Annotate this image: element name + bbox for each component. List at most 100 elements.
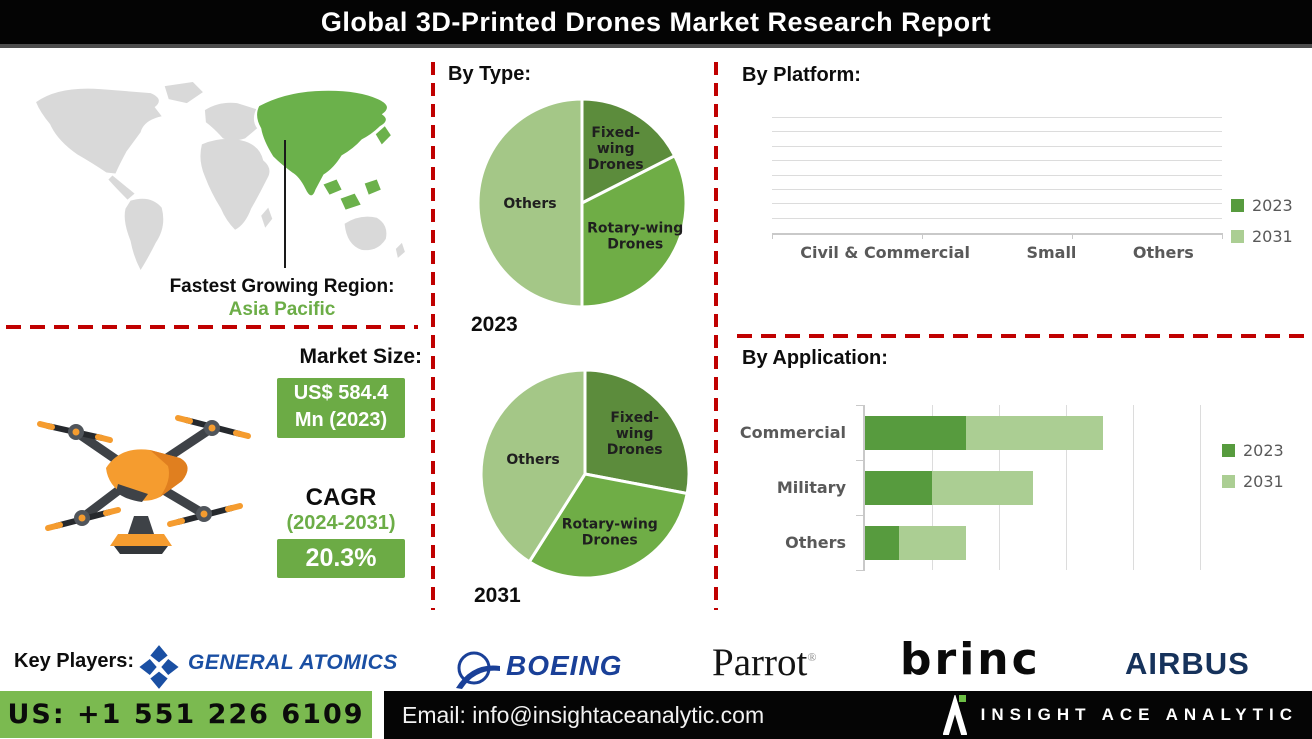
hbar-row-others xyxy=(865,525,1200,560)
boeing-swoosh-icon xyxy=(456,651,500,689)
bar-segment-military-2023 xyxy=(865,470,932,505)
market-size-line1: US$ 584.4 xyxy=(293,382,389,404)
axis-tick xyxy=(856,515,865,516)
legend-swatch-2031 xyxy=(1222,475,1235,488)
platform-bar-chart xyxy=(772,117,1223,239)
legend-label-2031: 2031 xyxy=(1243,472,1284,491)
gridline-h xyxy=(772,145,1222,147)
bar-segment-commercial-2023 xyxy=(865,415,966,450)
pie-slice-fixed-wing-drones xyxy=(583,368,691,495)
pie-caption-2023: 2023 xyxy=(471,313,518,336)
application-category-labels: Commercial Military Others xyxy=(736,405,855,570)
legend-entry-2031: 2031 xyxy=(1222,472,1284,491)
email-text: Email: info@insightaceanalytic.com xyxy=(402,701,765,728)
parrot-logo: Parrot® xyxy=(712,641,817,684)
legend-entry-2023: 2023 xyxy=(1231,196,1293,215)
general-atomics-icon xyxy=(139,645,179,689)
brand-block: INSIGHT ACE ANALYTIC xyxy=(942,695,1312,735)
section-heading-by-platform: By Platform: xyxy=(742,64,861,86)
market-size-value-box: US$ 584.4 Mn (2023) xyxy=(277,378,405,438)
cagr-label: CAGR xyxy=(305,484,377,511)
pie-slice-label-fixed-wing-drones: Fixed-wing Drones xyxy=(588,125,644,173)
cagr-value-box: 20.3% xyxy=(277,539,405,578)
brand-name: INSIGHT ACE ANALYTIC xyxy=(980,705,1298,724)
continent-asia-highlighted xyxy=(257,90,387,196)
phone-bar: US: +1 551 226 6109 xyxy=(0,691,372,738)
pie-slice-label-rotary-wing-drones: Rotary-wing Drones xyxy=(562,516,658,548)
bar-segment-military-2031 xyxy=(932,470,1033,505)
hbar-row-military xyxy=(865,470,1200,505)
category-label-small: Small xyxy=(1026,243,1077,262)
region-heading: Fastest Growing Region: xyxy=(169,276,395,297)
fastest-growing-region: Fastest Growing Region: Asia Pacific xyxy=(132,276,432,321)
page-title: Global 3D-Printed Drones Market Research… xyxy=(320,7,992,37)
market-size-line2: Mn (2023) xyxy=(294,409,388,431)
axis-tick xyxy=(1222,233,1223,239)
hbar-row-commercial xyxy=(865,415,1200,450)
pie-slice-others xyxy=(476,97,584,309)
axis-tick xyxy=(856,570,865,571)
island-japan xyxy=(375,126,391,145)
gridline-h xyxy=(772,217,1222,219)
title-bar: Global 3D-Printed Drones Market Research… xyxy=(0,0,1312,48)
section-heading-by-application: By Application: xyxy=(742,347,888,369)
pie-caption-2031: 2031 xyxy=(474,584,521,607)
gridline-h xyxy=(772,117,1222,118)
pie-chart-2023-container: Fixed-wing Drones Rotary-wing Drones Others xyxy=(469,90,695,316)
registered-mark: ® xyxy=(807,650,817,664)
section-heading-by-type: By Type: xyxy=(448,63,531,85)
application-legend: 2023 2031 xyxy=(1222,441,1284,503)
divider-horizontal-right xyxy=(737,334,1307,338)
axis-tick xyxy=(772,233,773,239)
drone-image xyxy=(37,415,251,554)
email-bar: Email: info@insightaceanalytic.com INSIG… xyxy=(384,691,1312,739)
gridline-h xyxy=(772,160,1222,162)
application-bar-chart xyxy=(856,405,1201,571)
continent-south-america xyxy=(124,198,164,270)
pie-chart-2031: Fixed-wing Drones Rotary-wing Drones Others xyxy=(479,368,691,580)
islands-southeast-asia xyxy=(323,179,381,210)
pie-chart-2031-container: Fixed-wing Drones Rotary-wing Drones Others xyxy=(472,361,698,587)
platform-bar-groups xyxy=(772,118,1222,233)
continent-australia xyxy=(344,216,387,251)
axis-tick xyxy=(1072,233,1073,239)
gridline-h xyxy=(772,131,1222,133)
legend-entry-2023: 2023 xyxy=(1222,441,1284,460)
world-map xyxy=(36,82,405,270)
application-bar-rows xyxy=(865,405,1200,570)
gridline-h xyxy=(772,174,1222,176)
gridline-v xyxy=(1133,405,1134,570)
platform-legend: 2023 2031 xyxy=(1231,196,1293,258)
legend-label-2023: 2023 xyxy=(1252,196,1293,215)
continent-north-america xyxy=(36,88,162,174)
brinc-logo: brinc xyxy=(900,634,1041,685)
region-value: Asia Pacific xyxy=(228,299,336,320)
gridline-h xyxy=(772,188,1222,190)
bar-segment-others-2023 xyxy=(865,525,899,560)
category-label-others: Others xyxy=(785,533,846,552)
gridline-v xyxy=(1066,405,1067,570)
cagr-period: (2024-2031) xyxy=(286,512,396,534)
gridline-v xyxy=(1200,405,1201,570)
pie-slice-fixed-wing-drones xyxy=(580,97,677,205)
gridline-h xyxy=(772,203,1222,205)
pie-chart-2023: Fixed-wing Drones Rotary-wing Drones Others xyxy=(476,97,688,309)
continent-greenland xyxy=(164,82,203,104)
airbus-logo: AIRBUS xyxy=(1125,646,1250,681)
axis-tick xyxy=(856,405,865,406)
pie-slice-rotary-wing-drones xyxy=(580,154,688,309)
key-players-label: Key Players: xyxy=(14,650,135,672)
legend-label-2023: 2023 xyxy=(1243,441,1284,460)
island-new-zealand xyxy=(395,242,405,258)
insight-ace-analytic-icon xyxy=(942,695,967,735)
pie-slice-label-others: Others xyxy=(503,196,556,212)
divider-vertical-left xyxy=(431,62,435,610)
platform-category-labels: Civil & Commercial Small Others xyxy=(772,243,1222,262)
category-label-military: Military xyxy=(776,478,846,497)
pie-slice-label-rotary-wing-drones: Rotary-wing Drones xyxy=(587,221,683,253)
legend-swatch-2023 xyxy=(1231,199,1244,212)
legend-swatch-2031 xyxy=(1231,230,1244,243)
legend-label-2031: 2031 xyxy=(1252,227,1293,246)
continent-central-america xyxy=(108,175,135,200)
